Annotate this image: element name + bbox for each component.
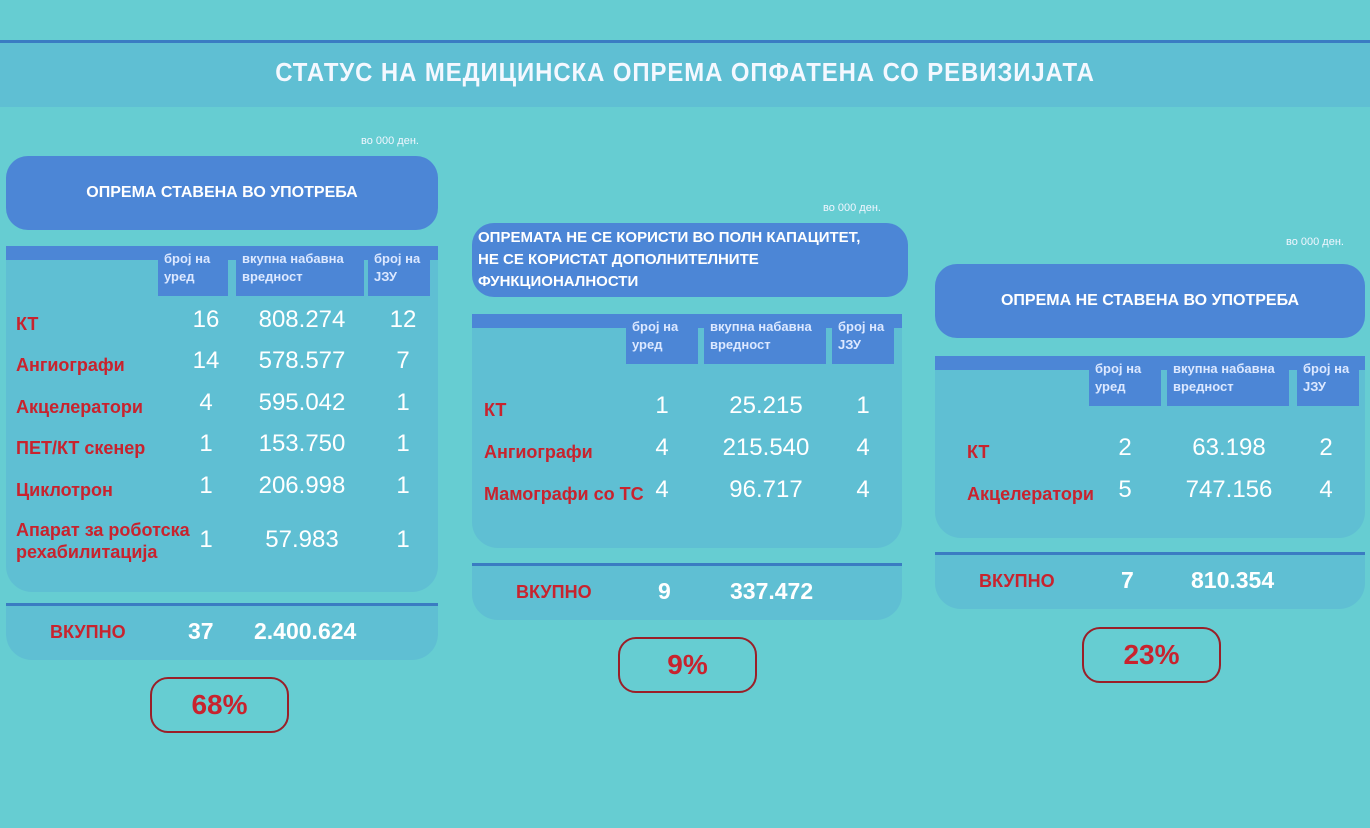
table-row: Циклотрон 1 206.998 1 <box>6 472 438 506</box>
data-table: број на уред вкупна набавна вредност бро… <box>6 246 438 592</box>
panel-heading-text: ОПРЕМА НЕ СТАВЕНА ВО УПОТРЕБА <box>1000 292 1300 309</box>
row-jzu: 7 <box>396 347 410 374</box>
total-row: ВКУПНО 7 810.354 <box>935 552 1365 609</box>
table-row: ПЕТ/КТ скенер 1 153.750 1 <box>6 430 438 464</box>
row-label: Мамографи со ТС <box>484 484 644 504</box>
table-row: Ангиографи 14 578.577 7 <box>6 347 438 381</box>
row-value: 63.198 <box>1192 434 1266 461</box>
row-count: 1 <box>655 392 669 419</box>
unit-label: во 000 ден. <box>1286 236 1344 248</box>
panel-heading-text: ОПРЕМА СТАВЕНА ВО УПОТРЕБА <box>86 184 358 201</box>
data-table: број на уред вкупна набавна вредност бро… <box>472 314 902 548</box>
percent-badge: 9% <box>618 637 757 693</box>
column-header-count: број на уред <box>1089 356 1161 406</box>
row-jzu: 2 <box>1319 434 1333 461</box>
row-label: КТ <box>16 314 39 334</box>
total-count: 7 <box>1121 567 1134 593</box>
row-count: 2 <box>1118 434 1132 461</box>
title-banner: СТАТУС НА МЕДИЦИНСКА ОПРЕМА ОПФАТЕНА СО … <box>0 40 1370 107</box>
row-label: Акцелератори <box>16 397 143 417</box>
total-label: ВКУПНО <box>979 571 1055 591</box>
panel-heading: ОПРЕМАТА НЕ СЕ КОРИСТИ ВО ПОЛН КАПАЦИТЕТ… <box>472 223 908 297</box>
row-count: 4 <box>199 389 213 416</box>
data-table: број на уред вкупна набавна вредност бро… <box>935 356 1365 538</box>
row-label: Апарат за роботска <box>16 520 190 540</box>
unit-label: во 000 ден. <box>361 135 419 147</box>
column-header-count: број на уред <box>158 246 228 296</box>
row-value: 153.750 <box>258 430 346 457</box>
column-header-jzu: број на ЈЗУ <box>368 246 430 296</box>
column-header-jzu: број на ЈЗУ <box>832 314 894 364</box>
row-value: 25.215 <box>729 392 803 419</box>
table-row: Мамографи со ТС 4 96.717 4 <box>472 476 902 510</box>
total-row: ВКУПНО 37 2.400.624 <box>6 603 438 660</box>
row-label: КТ <box>967 442 990 462</box>
table-row: Ангиографи 4 215.540 4 <box>472 434 902 468</box>
row-value: 215.540 <box>722 434 810 461</box>
panel-heading-line: ОПРЕМАТА НЕ СЕ КОРИСТИ ВО ПОЛН КАПАЦИТЕТ… <box>478 229 861 246</box>
column-header-count: број на уред <box>626 314 698 364</box>
page-title: СТАТУС НА МЕДИЦИНСКА ОПРЕМА ОПФАТЕНА СО … <box>275 57 1095 87</box>
unit-label: во 000 ден. <box>823 202 881 214</box>
row-jzu: 1 <box>396 526 410 553</box>
total-label: ВКУПНО <box>516 582 592 602</box>
row-jzu: 4 <box>856 476 870 503</box>
total-label: ВКУПНО <box>50 622 126 642</box>
total-count: 9 <box>658 578 671 604</box>
row-label: Акцелератори <box>967 484 1094 504</box>
row-count: 4 <box>655 476 669 503</box>
percent-badge: 23% <box>1082 627 1221 683</box>
row-label: Ангиографи <box>16 355 125 375</box>
row-value: 595.042 <box>258 389 346 416</box>
row-value: 57.983 <box>265 526 339 553</box>
row-jzu: 12 <box>389 306 417 333</box>
row-count: 14 <box>192 347 220 374</box>
column-header-jzu: број на ЈЗУ <box>1297 356 1359 406</box>
table-row: Акцелератори 5 747.156 4 <box>935 476 1365 510</box>
total-value: 2.400.624 <box>254 618 357 644</box>
row-label-line2: рехабилитација <box>16 542 158 562</box>
row-label: ПЕТ/КТ скенер <box>16 438 146 458</box>
row-jzu: 1 <box>396 430 410 457</box>
row-jzu: 1 <box>856 392 870 419</box>
row-value: 578.577 <box>258 347 346 374</box>
percent-badge: 68% <box>150 677 289 733</box>
row-value: 96.717 <box>729 476 803 503</box>
table-row: КТ 16 808.274 12 <box>6 306 438 340</box>
table-row: Апарат за роботска рехабилитација 1 57.9… <box>6 518 438 568</box>
panel-heading-line: НЕ СЕ КОРИСТАТ ДОПОЛНИТЕЛНИТЕ ФУНКЦИОНАЛ… <box>478 251 759 290</box>
column-header-value: вкупна набавна вредност <box>1167 356 1289 406</box>
row-label: Циклотрон <box>16 480 113 500</box>
table-row: КТ 2 63.198 2 <box>935 434 1365 468</box>
table-row: КТ 1 25.215 1 <box>472 392 902 426</box>
row-label: Ангиографи <box>484 442 593 462</box>
row-jzu: 4 <box>1319 476 1333 503</box>
row-label: КТ <box>484 400 507 420</box>
row-jzu: 4 <box>856 434 870 461</box>
total-value: 810.354 <box>1191 567 1275 593</box>
total-value: 337.472 <box>730 578 814 604</box>
total-row: ВКУПНО 9 337.472 <box>472 563 902 620</box>
row-value: 206.998 <box>258 472 346 499</box>
row-jzu: 1 <box>396 389 410 416</box>
row-count: 5 <box>1118 476 1132 503</box>
column-header-value: вкупна набавна вредност <box>236 246 364 296</box>
row-value: 808.274 <box>258 306 346 333</box>
row-count: 16 <box>192 306 220 333</box>
row-value: 747.156 <box>1185 476 1273 503</box>
panel-heading: ОПРЕМА НЕ СТАВЕНА ВО УПОТРЕБА <box>935 264 1365 338</box>
table-row: Акцелератори 4 595.042 1 <box>6 389 438 423</box>
column-header-value: вкупна набавна вредност <box>704 314 826 364</box>
total-count: 37 <box>188 618 214 644</box>
row-jzu: 1 <box>396 472 410 499</box>
row-count: 1 <box>199 472 213 499</box>
row-count: 4 <box>655 434 669 461</box>
row-count: 1 <box>199 430 213 457</box>
panel-heading: ОПРЕМА СТАВЕНА ВО УПОТРЕБА <box>6 156 438 230</box>
row-count: 1 <box>199 526 213 553</box>
